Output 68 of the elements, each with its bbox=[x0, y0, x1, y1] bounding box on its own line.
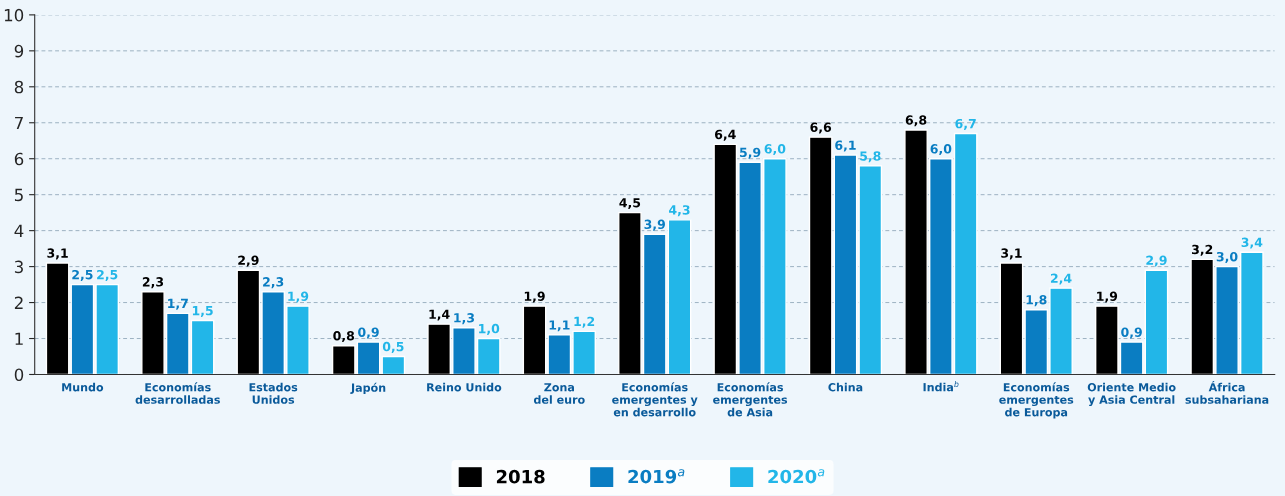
data-label: 6,6 bbox=[810, 122, 832, 134]
x-tick-label: Economías emergentes de Asia bbox=[713, 382, 788, 417]
x-tick-label: Mundo bbox=[62, 382, 104, 392]
data-label: 6,1 bbox=[835, 140, 856, 152]
data-label: 1,4 bbox=[429, 309, 450, 321]
data-label: 0,9 bbox=[358, 327, 379, 339]
data-label: 3,0 bbox=[1216, 251, 1238, 263]
data-label: 1,9 bbox=[524, 291, 545, 303]
x-tick-label: Economías desarrolladas bbox=[135, 382, 220, 404]
data-label: 0,8 bbox=[333, 331, 355, 343]
data-label: 2,9 bbox=[238, 255, 259, 267]
data-label: 1,9 bbox=[1097, 291, 1118, 303]
data-label: 1,1 bbox=[549, 320, 570, 332]
data-label: 2,5 bbox=[97, 269, 118, 281]
legend-label: 2018 bbox=[496, 469, 545, 484]
data-label: 3,2 bbox=[1191, 244, 1213, 256]
data-label: 1,7 bbox=[168, 298, 188, 310]
y-tick-label: 8 bbox=[14, 80, 24, 94]
data-label: 2,3 bbox=[263, 277, 284, 289]
data-label: 1,8 bbox=[1026, 295, 1047, 307]
data-label: 1,9 bbox=[288, 291, 309, 303]
x-tick-label: Economías emergentes de Europa bbox=[999, 382, 1074, 419]
y-tick-label: 5 bbox=[14, 188, 23, 202]
data-label: 0,5 bbox=[382, 341, 404, 353]
data-label: 6,4 bbox=[715, 129, 736, 141]
x-tick-label: Reino Unido bbox=[427, 382, 502, 392]
x-tick-label: Economías emergentes y en desarrollo bbox=[612, 382, 698, 417]
x-tick-label: India$^{b}$ bbox=[923, 381, 959, 392]
bar bbox=[1144, 269, 1169, 375]
y-tick-label: 6 bbox=[14, 152, 24, 166]
data-label: 3,1 bbox=[47, 248, 68, 260]
y-tick-label: 10 bbox=[4, 8, 24, 22]
x-tick-label: Estados Unidos bbox=[249, 382, 298, 404]
data-label: 3,4 bbox=[1241, 237, 1263, 249]
data-label: 5,9 bbox=[739, 147, 761, 159]
y-tick-label: 2 bbox=[14, 296, 23, 309]
data-label: 2,4 bbox=[1050, 273, 1072, 285]
y-tick-label: 7 bbox=[15, 116, 23, 130]
y-tick-label: 4 bbox=[14, 224, 24, 237]
data-label: 3,9 bbox=[644, 219, 665, 231]
y-tick-label: 3 bbox=[14, 260, 23, 274]
data-label: 6,0 bbox=[764, 144, 786, 156]
legend-label: 2020$^{a}$ bbox=[768, 469, 825, 484]
y-tick-label: 1 bbox=[15, 332, 23, 345]
data-label: 4,5 bbox=[619, 198, 641, 210]
data-label: 0,9 bbox=[1121, 327, 1142, 339]
data-label: 6,0 bbox=[930, 144, 952, 156]
data-label: 2,3 bbox=[142, 277, 164, 289]
data-label: 1,2 bbox=[574, 316, 595, 328]
data-label: 1,3 bbox=[454, 313, 475, 325]
data-label: 1,5 bbox=[192, 306, 213, 317]
y-tick-label: 0 bbox=[14, 368, 24, 382]
data-label: 6,7 bbox=[955, 118, 976, 130]
bar bbox=[45, 262, 70, 375]
legend-label: 2019$^{a}$ bbox=[628, 469, 685, 484]
data-label: 5,8 bbox=[860, 151, 881, 163]
x-tick-label: Zona del euro bbox=[533, 383, 585, 404]
x-tick-label: Oriente Medio y Asia Central bbox=[1087, 382, 1176, 407]
data-label: 2,9 bbox=[1146, 255, 1167, 267]
data-label: 2,5 bbox=[72, 269, 93, 281]
x-tick-label: África subsahariana bbox=[1185, 380, 1269, 404]
y-tick-label: 9 bbox=[14, 44, 24, 58]
data-label: 3,1 bbox=[1001, 248, 1022, 260]
x-tick-label: Japón bbox=[350, 382, 386, 395]
data-label: 4,3 bbox=[669, 205, 690, 217]
x-tick-label: China bbox=[828, 382, 863, 392]
data-label: 1,0 bbox=[479, 323, 500, 335]
data-label: 6,8 bbox=[905, 115, 927, 127]
